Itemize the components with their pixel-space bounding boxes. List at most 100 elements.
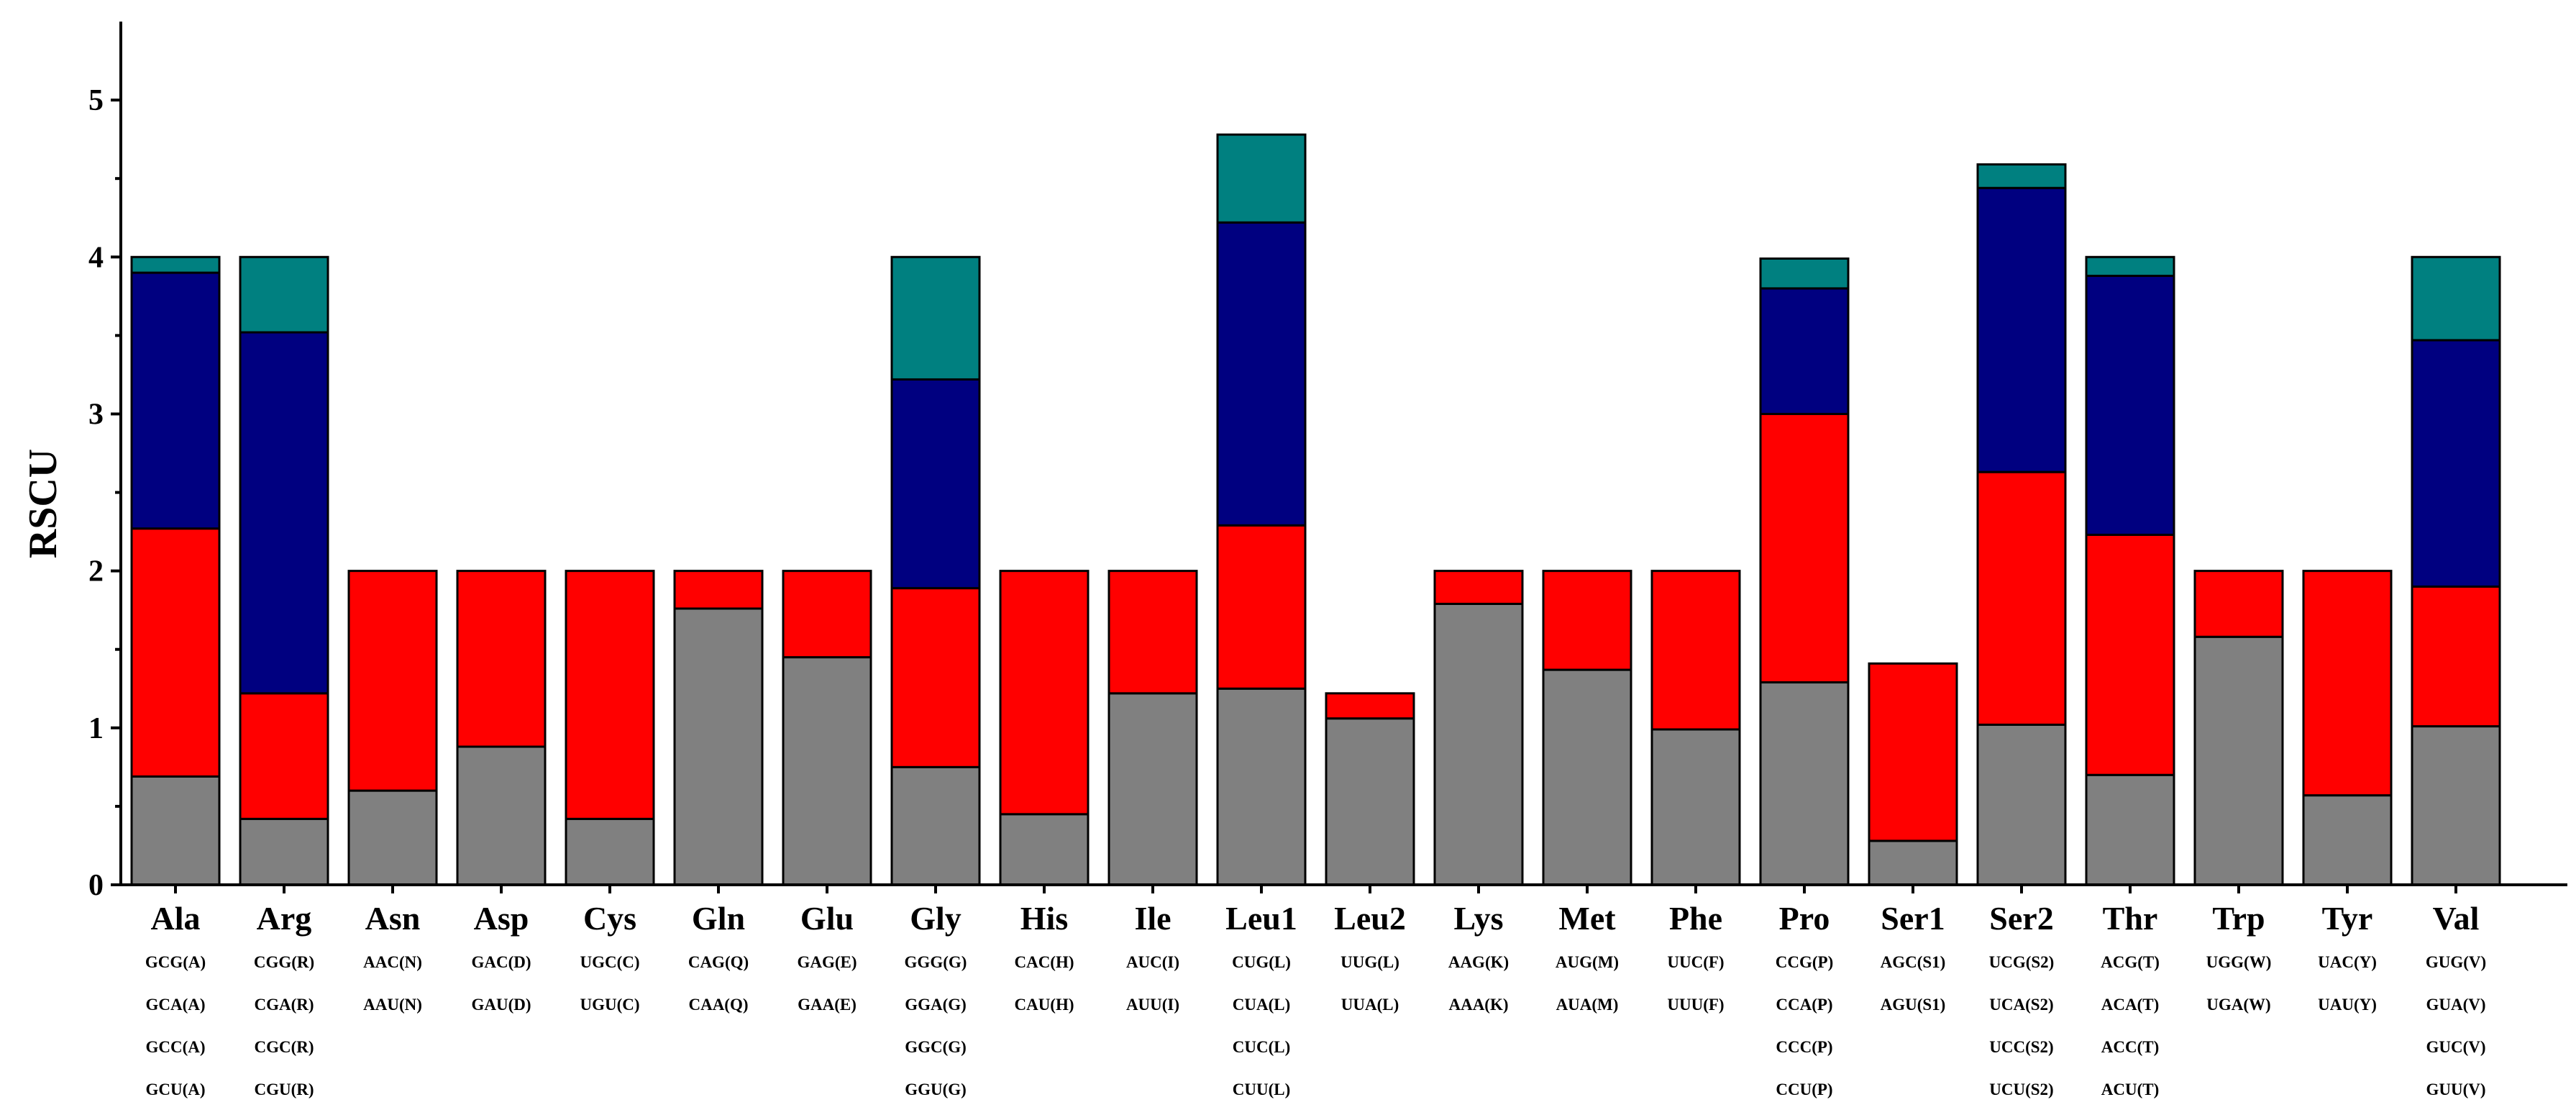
bar-thr-seg4 [2085, 255, 2175, 277]
codon-label: GAA(E) [798, 996, 857, 1014]
codon-label: GGG(G) [905, 953, 967, 971]
codon-label: CAU(H) [1014, 996, 1074, 1014]
bar-leu1-seg1 [1216, 687, 1307, 886]
codon-label: AAG(K) [1448, 953, 1509, 971]
codon-label: CUA(L) [1233, 996, 1291, 1014]
codon-label: CUG(L) [1232, 953, 1291, 971]
category-label: Ala [151, 900, 201, 937]
bar-pro-seg2 [1759, 412, 1850, 684]
category-label: Leu1 [1225, 900, 1297, 937]
category-label: Cys [583, 900, 636, 937]
codon-label: UAU(Y) [2318, 996, 2377, 1014]
bar-thr-seg2 [2085, 533, 2175, 776]
codon-label: AAA(K) [1448, 996, 1508, 1014]
bars [130, 133, 2501, 886]
bar-ala-seg1 [130, 775, 221, 886]
bar-his-seg2 [999, 570, 1090, 816]
bar-met-seg2 [1542, 570, 1632, 671]
codon-label: GGU(G) [905, 1080, 967, 1098]
bar-ile-seg1 [1107, 692, 1198, 886]
bar-ala-seg3 [130, 271, 221, 530]
codon-label: UGU(C) [580, 996, 639, 1014]
bar-leu2-seg1 [1325, 717, 1415, 886]
bar-gly-seg2 [890, 587, 981, 768]
codon-label: UGA(W) [2206, 996, 2270, 1014]
bar-tyr-seg2 [2302, 570, 2393, 797]
codon-label: AGC(S1) [1881, 953, 1946, 971]
codon-label: AAU(N) [363, 996, 422, 1014]
codon-label: AUG(M) [1556, 953, 1619, 971]
y-axis-label: RSCU [21, 449, 65, 558]
bar-ser2-seg2 [1976, 470, 2067, 726]
bar-leu1-seg2 [1216, 524, 1307, 690]
codon-label: GCU(A) [145, 1080, 205, 1098]
bar-ile-seg2 [1107, 570, 1198, 695]
codon-label: CUU(L) [1233, 1080, 1291, 1098]
codon-label: UCG(S2) [1989, 953, 2055, 971]
codon-label: GUC(V) [2426, 1038, 2485, 1056]
category-label: Asp [474, 900, 529, 937]
category-label: Thr [2103, 900, 2158, 937]
codon-label: AUA(M) [1556, 996, 1619, 1014]
bar-ser2-seg1 [1976, 723, 2067, 886]
category-label: His [1020, 900, 1068, 937]
bar-thr-seg3 [2085, 274, 2175, 536]
category-label: Arg [257, 900, 312, 937]
codon-label: GAG(E) [797, 953, 857, 971]
codon-label: ACG(T) [2101, 953, 2160, 971]
bar-asn-seg2 [347, 570, 438, 792]
category-label: Ser1 [1881, 900, 1945, 937]
codon-label: ACC(T) [2101, 1038, 2160, 1056]
codon-label: GAC(D) [471, 953, 531, 971]
codon-label: GCG(A) [145, 953, 206, 971]
bar-leu2-seg2 [1325, 692, 1415, 720]
y-tick-label: 0 [88, 869, 104, 902]
codon-label: GUA(V) [2426, 996, 2485, 1014]
codon-label: UAC(Y) [2318, 953, 2377, 971]
bar-asn-seg1 [347, 789, 438, 886]
bar-pro-seg1 [1759, 681, 1850, 886]
bar-pro-seg3 [1759, 287, 1850, 415]
codon-label: CCU(P) [1776, 1080, 1832, 1098]
bar-his-seg1 [999, 813, 1090, 886]
bar-val-seg2 [2411, 585, 2501, 728]
codon-label: GGA(G) [905, 996, 967, 1014]
bar-ser1-seg2 [1868, 662, 1958, 842]
codon-label: GUG(V) [2426, 953, 2486, 971]
category-label: Ile [1134, 900, 1171, 937]
codon-label: UCA(S2) [1989, 996, 2053, 1014]
y-tick-label: 5 [88, 84, 104, 117]
codon-label: CCC(P) [1776, 1038, 1832, 1056]
category-label: Gly [910, 900, 962, 937]
codon-label: CGU(R) [254, 1080, 314, 1098]
bar-arg-seg3 [239, 331, 329, 695]
category-label: Val [2433, 900, 2480, 937]
y-tick-label: 4 [88, 241, 104, 274]
axes [119, 22, 2567, 886]
bar-ser2-seg4 [1976, 163, 2067, 189]
bar-asp-seg2 [456, 570, 547, 748]
codon-label: CAG(Q) [688, 953, 749, 971]
codon-label: UUA(L) [1341, 996, 1399, 1014]
category-label: Phe [1669, 900, 1722, 937]
codon-label: GUU(V) [2426, 1080, 2485, 1098]
bar-ala-seg2 [130, 527, 221, 778]
codon-label: GCA(A) [145, 996, 205, 1014]
category-label: Met [1558, 900, 1616, 937]
bar-trp-seg1 [2193, 635, 2284, 886]
y-ticks: 0 1 2 3 4 5 [88, 84, 121, 902]
codon-label: AUC(I) [1126, 953, 1179, 971]
codon-label: UGC(C) [580, 953, 639, 971]
category-label: Trp [2212, 900, 2265, 937]
bar-met-seg1 [1542, 668, 1632, 886]
bar-glu-seg2 [782, 570, 872, 659]
bar-thr-seg1 [2085, 773, 2175, 886]
bar-pro-seg4 [1759, 257, 1850, 290]
bar-trp-seg2 [2193, 570, 2284, 638]
category-label: Glu [800, 900, 854, 937]
bar-ala-seg4 [130, 255, 221, 274]
y-tick-label: 3 [88, 398, 104, 431]
codon-label: AGU(S1) [1881, 996, 1946, 1014]
bar-val-seg4 [2411, 255, 2501, 342]
category-label: Gln [692, 900, 745, 937]
